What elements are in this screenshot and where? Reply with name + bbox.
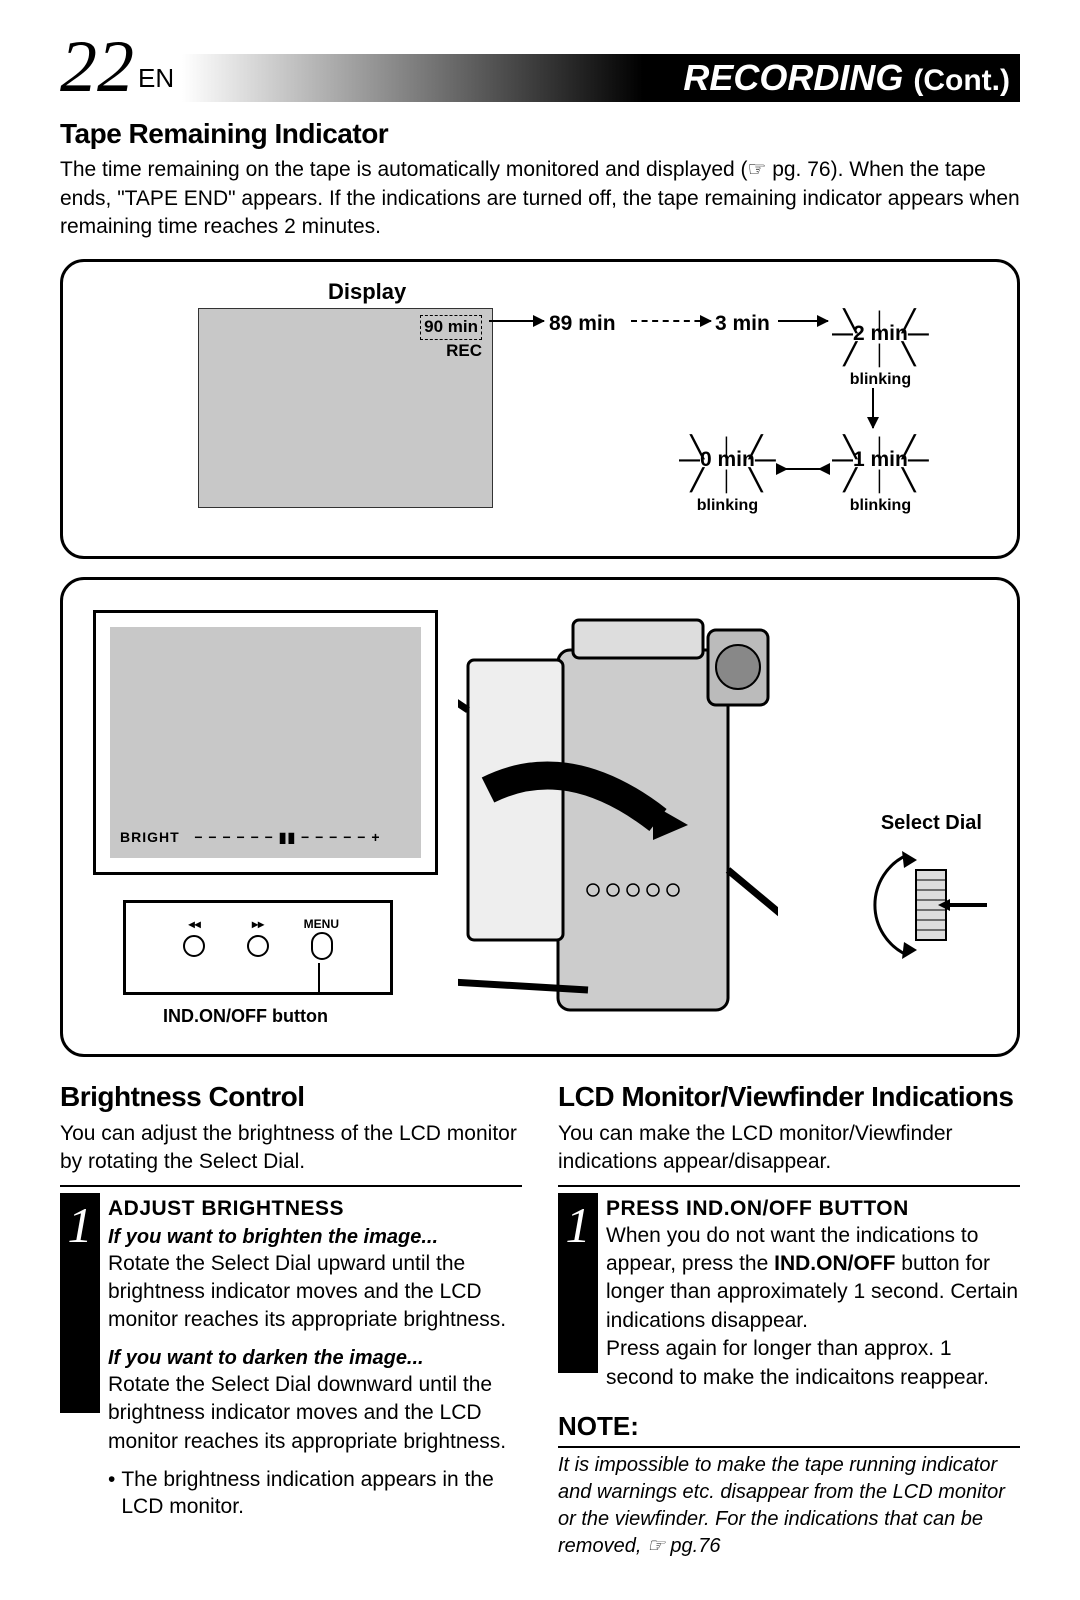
lcd-column: LCD Monitor/Viewfinder Indications You c… <box>558 1071 1020 1559</box>
blink-rays-0b: ╱ │ ╲ <box>679 469 776 496</box>
select-dial-label: Select Dial <box>881 810 982 836</box>
select-dial-illustration <box>862 840 992 970</box>
header-title: RECORDING (Cont.) <box>683 55 1010 102</box>
header-title-main: RECORDING <box>683 57 903 98</box>
menu-label: MENU <box>291 917 351 933</box>
page-number: 22 <box>60 30 134 104</box>
brightness-bar: BRIGHT − − − − − − ▮▮ − − − − − + <box>120 828 411 846</box>
header-cont: (Cont.) <box>913 64 1010 97</box>
lcd-intro: You can make the LCD monitor/Viewfinder … <box>558 1120 1020 1177</box>
arrow-4 <box>872 388 874 428</box>
press-ind-title: PRESS IND.ON/OFF BUTTON <box>606 1195 1020 1222</box>
rewind-button[interactable] <box>183 935 205 957</box>
blink-rays-2b: ╱ │ ╲ <box>832 343 929 370</box>
camera-diagram-box: BRIGHT − − − − − − ▮▮ − − − − − + ◂◂ ▸▸ … <box>60 577 1020 1057</box>
time-3: 3 min <box>715 310 770 337</box>
bottom-columns: Brightness Control You can adjust the br… <box>60 1071 1020 1559</box>
ind-onoff-label: IND.ON/OFF button <box>163 1005 328 1028</box>
time-1: ╲ │ ╱ —1 min— ╱ │ ╲ blinking <box>832 436 929 517</box>
brightness-step: 1 ADJUST BRIGHTNESS If you want to brigh… <box>60 1185 522 1521</box>
rewind-icon: ◂◂ <box>165 917 225 933</box>
menu-button[interactable] <box>311 932 333 960</box>
arrow-2 <box>631 320 711 322</box>
section-tape-title: Tape Remaining Indicator <box>60 116 1020 152</box>
bright-label: BRIGHT <box>120 829 180 845</box>
note-body: It is impossible to make the tape runnin… <box>558 1452 1020 1560</box>
lcd-step: 1 PRESS IND.ON/OFF BUTTON When you do no… <box>558 1185 1020 1392</box>
darken-body: Rotate the Select Dial downward until th… <box>108 1371 522 1456</box>
darken-sub: If you want to darken the image... <box>108 1345 522 1371</box>
time-0-text: 0 min <box>700 448 755 471</box>
step-number-1b: 1 <box>558 1193 598 1373</box>
ffwd-icon: ▸▸ <box>228 917 288 933</box>
arrow-1 <box>489 320 544 322</box>
step-number-1a: 1 <box>60 1193 100 1413</box>
section-tape-body: The time remaining on the tape is automa… <box>60 156 1020 241</box>
control-panel: ◂◂ ▸▸ MENU <box>123 900 393 995</box>
adjust-brightness-title: ADJUST BRIGHTNESS <box>108 1195 522 1222</box>
press-ind-body: When you do not want the indications to … <box>606 1222 1020 1335</box>
time-flow: 89 min 3 min ╲ │ ╱ —2 min— ╱ │ ╲ blinkin… <box>83 278 997 538</box>
time-2: ╲ │ ╱ —2 min— ╱ │ ╲ blinking <box>832 310 929 391</box>
bullet-text: The brightness indication appears in the… <box>121 1466 522 1521</box>
brighten-body: Rotate the Select Dial upward until the … <box>108 1250 522 1335</box>
brightness-intro: You can adjust the brightness of the LCD… <box>60 1120 522 1177</box>
time-0: ╲ │ ╱ —0 min— ╱ │ ╲ blinking <box>679 436 776 517</box>
time-2-text: 2 min <box>853 322 908 345</box>
press-ind-body2: Press again for longer than approx. 1 se… <box>606 1335 1020 1392</box>
bright-scale: − − − − − − ▮▮ − − − − − + <box>194 829 380 845</box>
brightness-bullet: • The brightness indication appears in t… <box>108 1466 522 1521</box>
brightness-column: Brightness Control You can adjust the br… <box>60 1071 522 1559</box>
arrow-3 <box>778 320 828 322</box>
ind-pointer <box>318 963 320 993</box>
blink-label-2: blinking <box>832 370 929 391</box>
blink-label-0: blinking <box>679 496 776 517</box>
lcd-screen: BRIGHT − − − − − − ▮▮ − − − − − + <box>93 610 438 875</box>
page-header: 22 EN RECORDING (Cont.) <box>60 40 1020 104</box>
brightness-title: Brightness Control <box>60 1079 522 1115</box>
header-bar: RECORDING (Cont.) <box>182 54 1020 102</box>
blink-rays-1b: ╱ │ ╲ <box>832 469 929 496</box>
note-title: NOTE: <box>558 1410 1020 1448</box>
arrow-5 <box>777 468 829 470</box>
ind-bold: IND.ON/OFF <box>774 1252 895 1275</box>
bullet-icon: • <box>108 1466 115 1521</box>
ffwd-button[interactable] <box>247 935 269 957</box>
display-flow-box: Display 90 min REC 89 min 3 min ╲ │ ╱ —2… <box>60 259 1020 559</box>
page-suffix: EN <box>138 62 174 96</box>
brighten-sub: If you want to brighten the image... <box>108 1224 522 1250</box>
lcd-inner: BRIGHT − − − − − − ▮▮ − − − − − + <box>110 627 421 858</box>
blink-label-1: blinking <box>832 496 929 517</box>
lcd-title: LCD Monitor/Viewfinder Indications <box>558 1079 1020 1115</box>
time-89: 89 min <box>549 310 616 337</box>
time-1-text: 1 min <box>853 448 908 471</box>
camera-illustration <box>458 610 778 1040</box>
